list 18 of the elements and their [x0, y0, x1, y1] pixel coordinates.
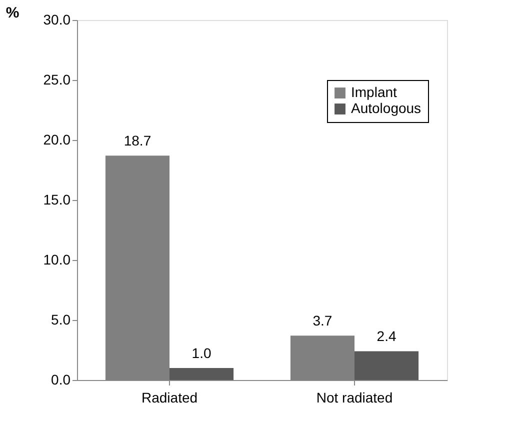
bar	[354, 351, 419, 380]
y-tick-label: 10.0	[43, 252, 71, 268]
y-tick-label: 15.0	[43, 192, 71, 208]
y-tick-label: 30.0	[43, 12, 71, 28]
legend-label: Autologous	[351, 100, 422, 116]
data-label: 3.7	[312, 312, 332, 329]
x-tick-label: Radiated	[141, 390, 198, 406]
data-label: 1.0	[192, 345, 212, 361]
y-tick-label: 0.0	[51, 372, 71, 388]
data-label: 2.4	[376, 328, 396, 344]
bar	[170, 368, 234, 380]
data-label: 18.7	[124, 132, 152, 149]
y-tick-label: 25.0	[43, 72, 71, 88]
x-tick-label: Not radiated	[316, 390, 393, 406]
y-tick-label: 5.0	[51, 312, 71, 328]
y-axis-title: %	[6, 4, 20, 22]
legend-label: Implant	[351, 84, 398, 100]
y-tick-label: 20.0	[43, 132, 71, 148]
